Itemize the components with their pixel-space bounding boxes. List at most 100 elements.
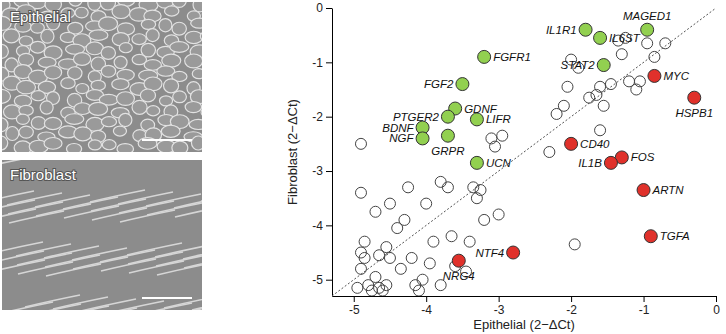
- cell: [185, 31, 202, 43]
- point: [395, 263, 406, 274]
- point: [493, 209, 504, 220]
- cell: [117, 92, 135, 106]
- y-tick-label: -2: [312, 110, 323, 124]
- cell: [113, 126, 126, 136]
- y-tick-label: -5: [312, 273, 323, 287]
- cell: [99, 17, 118, 31]
- x-tick-mark: [716, 296, 717, 302]
- point: [355, 263, 366, 274]
- point: [649, 51, 660, 62]
- x-tick: -5: [349, 296, 360, 317]
- plot-area: [332, 8, 716, 296]
- cell: [66, 143, 81, 152]
- cell: [75, 7, 88, 18]
- point: [403, 182, 414, 193]
- point: [594, 31, 607, 44]
- cell: [170, 42, 189, 53]
- point: [637, 184, 650, 197]
- image-background: [2, 160, 202, 310]
- point: [355, 138, 366, 149]
- fiber: [201, 189, 202, 201]
- cell: [14, 95, 31, 107]
- cell: [31, 91, 45, 101]
- point-label: IL1B: [578, 157, 602, 169]
- point: [359, 252, 370, 263]
- series: [452, 69, 700, 267]
- x-tick-label: -5: [349, 303, 360, 317]
- cell: [119, 113, 132, 126]
- cell: [65, 114, 84, 125]
- point: [660, 38, 671, 49]
- point: [424, 258, 435, 269]
- point: [417, 274, 428, 285]
- point: [648, 69, 661, 82]
- cell: [101, 47, 115, 60]
- point: [644, 230, 657, 243]
- cell: [165, 6, 179, 16]
- cell: [2, 44, 8, 58]
- cell: [74, 127, 92, 141]
- point: [370, 206, 381, 217]
- fiber: [90, 190, 145, 202]
- cell: [132, 34, 146, 45]
- point: [413, 285, 424, 296]
- point: [475, 185, 486, 196]
- point-label: FGFR1: [493, 51, 531, 63]
- cell: [112, 5, 130, 19]
- point: [384, 252, 395, 263]
- point-label: NTF4: [475, 247, 504, 259]
- x-tick-label: -1: [639, 303, 650, 317]
- image-label: Epithelial: [10, 8, 71, 25]
- point: [406, 252, 417, 263]
- fiber: [2, 191, 34, 203]
- cell: [91, 80, 105, 90]
- x-tick: -1: [639, 296, 650, 317]
- cell: [31, 117, 45, 130]
- point-label: FGF2: [424, 78, 454, 90]
- point: [470, 113, 483, 126]
- x-tick-mark: [354, 296, 355, 302]
- cell: [44, 138, 62, 150]
- point: [478, 50, 491, 63]
- cell: [191, 136, 202, 150]
- x-tick-label: 0: [713, 303, 720, 317]
- point: [490, 141, 501, 152]
- point: [452, 254, 465, 267]
- cell: [44, 117, 61, 129]
- point-label: IL1R1: [546, 24, 577, 36]
- cell: [61, 78, 75, 89]
- point: [416, 132, 429, 145]
- y-tick: 0: [316, 1, 332, 15]
- point: [595, 125, 606, 136]
- cell: [30, 41, 45, 53]
- cell: [132, 100, 147, 114]
- series: [416, 23, 654, 169]
- series: [352, 32, 671, 296]
- point: [374, 250, 385, 261]
- cell: [161, 125, 180, 137]
- point: [441, 110, 454, 123]
- point-label: CD40: [580, 138, 610, 150]
- cell: [89, 30, 108, 40]
- point: [442, 182, 453, 193]
- x-axis-title: Epithelial (2−ΔCt): [473, 317, 575, 332]
- point: [399, 214, 410, 225]
- y-tick-label: 0: [316, 1, 323, 15]
- point: [456, 78, 469, 91]
- point: [421, 198, 432, 209]
- cell: [112, 79, 129, 90]
- cell: [16, 114, 29, 124]
- point: [558, 100, 569, 111]
- cell: [172, 141, 188, 152]
- x-tick: -2: [566, 296, 577, 317]
- fiber: [2, 260, 45, 272]
- cell: [6, 127, 19, 141]
- point-label: IL6ST: [609, 32, 641, 44]
- cell: [119, 43, 132, 53]
- cell: [101, 65, 115, 77]
- y-tick: -4: [312, 219, 332, 233]
- y-tick-mark: [326, 62, 332, 63]
- point: [446, 231, 457, 242]
- x-tick: -3: [494, 296, 505, 317]
- cell: [162, 54, 181, 67]
